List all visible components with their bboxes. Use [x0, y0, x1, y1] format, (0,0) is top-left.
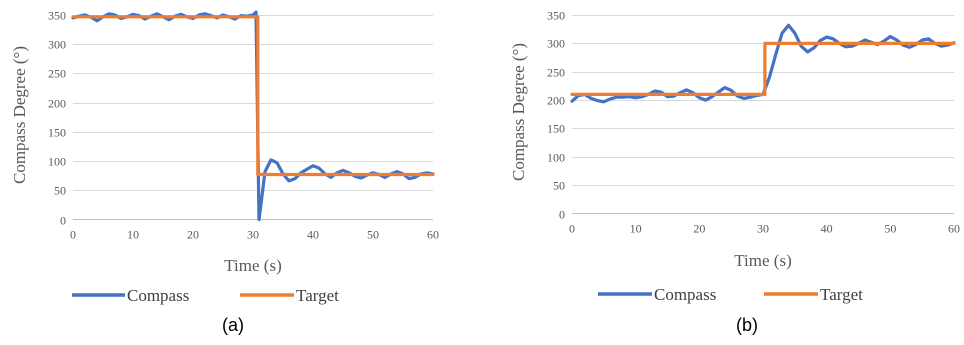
chart-a-series	[71, 10, 435, 222]
x-tick-label: 60	[427, 228, 439, 242]
y-tick-label: 100	[48, 155, 66, 169]
y-tick-label: 200	[547, 94, 565, 108]
y-tick-label: 300	[48, 38, 66, 52]
caption-a: (a)	[222, 315, 244, 335]
y-tick-label: 0	[559, 208, 565, 222]
chart-b-gridlines	[572, 15, 954, 186]
x-tick-label: 10	[127, 228, 139, 242]
chart-a: 0 50 100 150 200 250 300 350 0 10 20 30 40 50 60 Comp…	[10, 9, 439, 336]
chart-a-gridlines	[73, 15, 433, 191]
chart-b-x-tick-labels: 0 10 20 30 40 50 60	[569, 222, 960, 236]
x-tick-label: 50	[884, 222, 896, 236]
y-tick-label: 150	[48, 126, 66, 140]
chart-b-series	[570, 23, 956, 104]
y-tick-label: 250	[547, 66, 565, 80]
y-tick-label: 50	[54, 184, 66, 198]
x-tick-label: 40	[307, 228, 319, 242]
chart-b-xlabel: Time (s)	[734, 251, 791, 270]
legend-compass-label: Compass	[654, 285, 716, 304]
y-tick-label: 150	[547, 122, 565, 136]
target-line	[71, 15, 435, 177]
x-tick-label: 20	[187, 228, 199, 242]
chart-b-legend: Compass Target	[598, 285, 863, 304]
y-tick-label: 250	[48, 67, 66, 81]
chart-b-ylabel: Compass Degree (°)	[509, 43, 528, 181]
chart-a-x-tick-labels: 0 10 20 30 40 50 60	[70, 228, 439, 242]
x-tick-label: 10	[630, 222, 642, 236]
x-tick-label: 20	[693, 222, 705, 236]
chart-a-xlabel: Time (s)	[224, 256, 281, 275]
caption-b: (b)	[736, 315, 758, 335]
chart-b: 0 50 100 150 200 250 300 350 0 10 20 30 40 50 60 Comp…	[509, 9, 960, 336]
legend-target-label: Target	[296, 286, 339, 305]
y-tick-label: 300	[547, 37, 565, 51]
x-tick-label: 30	[247, 228, 259, 242]
target-line	[570, 41, 956, 97]
y-tick-label: 0	[60, 214, 66, 228]
legend-compass-label: Compass	[127, 286, 189, 305]
chart-b-y-tick-labels: 0 50 100 150 200 250 300 350	[547, 9, 565, 222]
y-tick-label: 350	[48, 9, 66, 23]
y-tick-label: 200	[48, 97, 66, 111]
x-tick-label: 40	[821, 222, 833, 236]
x-tick-label: 0	[70, 228, 76, 242]
y-tick-label: 50	[553, 179, 565, 193]
x-tick-label: 50	[367, 228, 379, 242]
compass-line	[570, 23, 956, 104]
y-tick-label: 350	[547, 9, 565, 23]
chart-a-legend: Compass Target	[72, 286, 339, 305]
chart-a-ylabel: Compass Degree (°)	[10, 46, 29, 184]
x-tick-label: 0	[569, 222, 575, 236]
y-tick-label: 100	[547, 151, 565, 165]
chart-a-y-tick-labels: 0 50 100 150 200 250 300 350	[48, 9, 66, 228]
x-tick-label: 60	[948, 222, 960, 236]
x-tick-label: 30	[757, 222, 769, 236]
legend-target-label: Target	[820, 285, 863, 304]
compass-line	[71, 10, 435, 222]
